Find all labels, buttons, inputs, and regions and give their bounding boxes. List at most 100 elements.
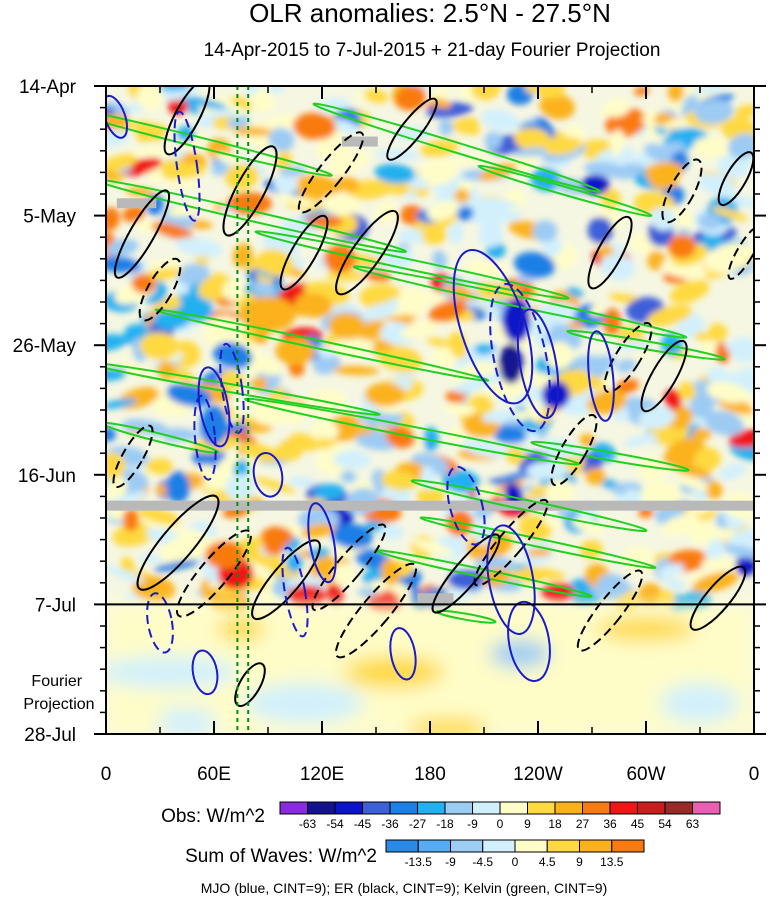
colorbar-swatch bbox=[417, 801, 446, 815]
obs-anomaly-cell bbox=[664, 389, 682, 411]
colorbar-swatch bbox=[609, 801, 638, 815]
obs-anomaly-cell bbox=[383, 248, 415, 270]
colorbar-swatch bbox=[579, 839, 613, 853]
colorbar-swatch bbox=[362, 801, 391, 815]
kelvin-contour bbox=[530, 440, 690, 472]
obs-anomaly-cell bbox=[638, 406, 676, 429]
obs-anomaly-cell bbox=[281, 523, 307, 537]
obs-anomaly-cell bbox=[717, 194, 754, 209]
y-tick-label: 5-May bbox=[23, 207, 76, 228]
obs-anomaly-cell bbox=[438, 118, 454, 136]
obs-anomaly-cell bbox=[212, 342, 253, 369]
obs-anomaly-cell bbox=[380, 470, 419, 491]
obs-anomaly-cell bbox=[481, 109, 520, 132]
obs-anomaly-cell bbox=[294, 292, 333, 318]
obs-anomaly-cell bbox=[256, 249, 294, 276]
obs-anomaly-feature bbox=[275, 337, 315, 366]
obs-anomaly-cell bbox=[708, 323, 728, 342]
obs-anomaly-cell bbox=[474, 344, 490, 356]
obs-anomaly-cell bbox=[665, 578, 685, 591]
obs-anomaly-cell bbox=[474, 197, 519, 209]
plot-area bbox=[106, 86, 754, 734]
er-contour bbox=[587, 215, 633, 290]
obs-anomaly-cell bbox=[566, 287, 584, 298]
obs-anomaly-cell bbox=[157, 360, 176, 380]
obs-anomaly-cell bbox=[704, 410, 744, 436]
kelvin-contour bbox=[435, 609, 497, 624]
obs-anomaly-cell bbox=[420, 158, 459, 185]
missing-data-band bbox=[106, 500, 754, 511]
colorbar-tick-label: -9 bbox=[445, 855, 456, 869]
mjo-contour bbox=[587, 330, 615, 422]
obs-anomaly-cell bbox=[138, 506, 180, 525]
obs-anomaly-cell bbox=[121, 157, 162, 177]
colorbar-tick-label: 18 bbox=[548, 817, 562, 831]
obs-anomaly-cell bbox=[246, 360, 262, 375]
colorbar-tick-label: -27 bbox=[409, 817, 427, 831]
er-contour bbox=[603, 322, 653, 394]
obs-anomaly-cell bbox=[423, 426, 439, 452]
obs-anomaly-cell bbox=[676, 475, 709, 491]
colorbar-swatch bbox=[527, 801, 556, 815]
obs-anomaly-cell bbox=[514, 127, 552, 152]
obs-anomaly-cell bbox=[332, 562, 355, 587]
er-contour bbox=[163, 86, 211, 156]
colorbar-swatch bbox=[692, 801, 721, 815]
obs-anomaly-cell bbox=[657, 563, 685, 578]
mjo-contour bbox=[252, 451, 284, 498]
colorbar-tick-label: 0 bbox=[512, 855, 519, 869]
obs-anomaly-feature bbox=[499, 343, 523, 384]
colorbar-swatch bbox=[546, 839, 580, 853]
obs-anomaly-cell bbox=[311, 419, 339, 439]
obs-anomaly-cell bbox=[458, 117, 480, 131]
colorbar-swatch bbox=[444, 801, 473, 815]
obs-anomaly-cell bbox=[692, 428, 712, 440]
obs-anomaly-cell bbox=[160, 158, 185, 180]
obs-anomaly-cell bbox=[154, 559, 201, 572]
colorbar-swatch bbox=[417, 839, 451, 853]
obs-anomaly-cell bbox=[694, 447, 721, 471]
obs-anomaly-cell bbox=[616, 359, 636, 373]
obs-anomaly-cell bbox=[176, 263, 210, 285]
obs-anomaly-cell bbox=[328, 312, 366, 340]
er-contour bbox=[335, 209, 399, 296]
obs-anomaly-cell bbox=[426, 86, 451, 100]
y-tick-label: 7-Jul bbox=[35, 595, 76, 616]
er-contour bbox=[279, 214, 329, 291]
obs-anomaly-cell bbox=[692, 136, 732, 159]
obs-anomaly-cell bbox=[441, 469, 481, 493]
er-contour bbox=[717, 151, 754, 207]
obs-anomaly-cell bbox=[571, 355, 618, 373]
obs-anomaly-cell bbox=[433, 173, 477, 194]
obs-anomaly-cell bbox=[106, 452, 126, 479]
obs-anomaly-cell bbox=[646, 304, 693, 327]
obs-anomaly-cell bbox=[181, 96, 227, 110]
er-contour bbox=[334, 562, 418, 659]
obs-anomaly-cell bbox=[697, 173, 736, 196]
er-contour bbox=[576, 569, 644, 652]
er-contour bbox=[689, 565, 747, 631]
obs-anomaly-feature bbox=[204, 541, 245, 570]
obs-anomaly-cell bbox=[484, 306, 500, 318]
obs-anomaly-cell bbox=[513, 251, 556, 278]
obs-anomaly-feature bbox=[502, 298, 531, 343]
colorbar-tick-label: 9 bbox=[576, 855, 583, 869]
missing-data-band bbox=[341, 136, 378, 147]
mjo-contour bbox=[446, 465, 486, 546]
obs-anomaly-cell bbox=[385, 426, 416, 449]
obs-anomaly-cell bbox=[286, 576, 324, 588]
obs-anomaly-cell bbox=[364, 88, 389, 104]
obs-anomaly-cell bbox=[392, 126, 432, 141]
colorbar-tick-label: -18 bbox=[436, 817, 454, 831]
colorbar-tick-label: -45 bbox=[354, 817, 372, 831]
obs-anomaly-cell bbox=[313, 483, 345, 501]
obs-anomaly-cell bbox=[251, 376, 268, 391]
colorbar-tick-label: 9 bbox=[524, 817, 531, 831]
obs-anomaly-cell bbox=[456, 206, 474, 221]
obs-anomaly-cell bbox=[511, 147, 555, 157]
obs-anomaly-cell bbox=[443, 403, 476, 416]
colorbar-tick-label: 54 bbox=[658, 817, 672, 831]
missing-data-band bbox=[116, 198, 157, 209]
kelvin-contour bbox=[154, 308, 490, 382]
er-contour bbox=[297, 131, 365, 214]
